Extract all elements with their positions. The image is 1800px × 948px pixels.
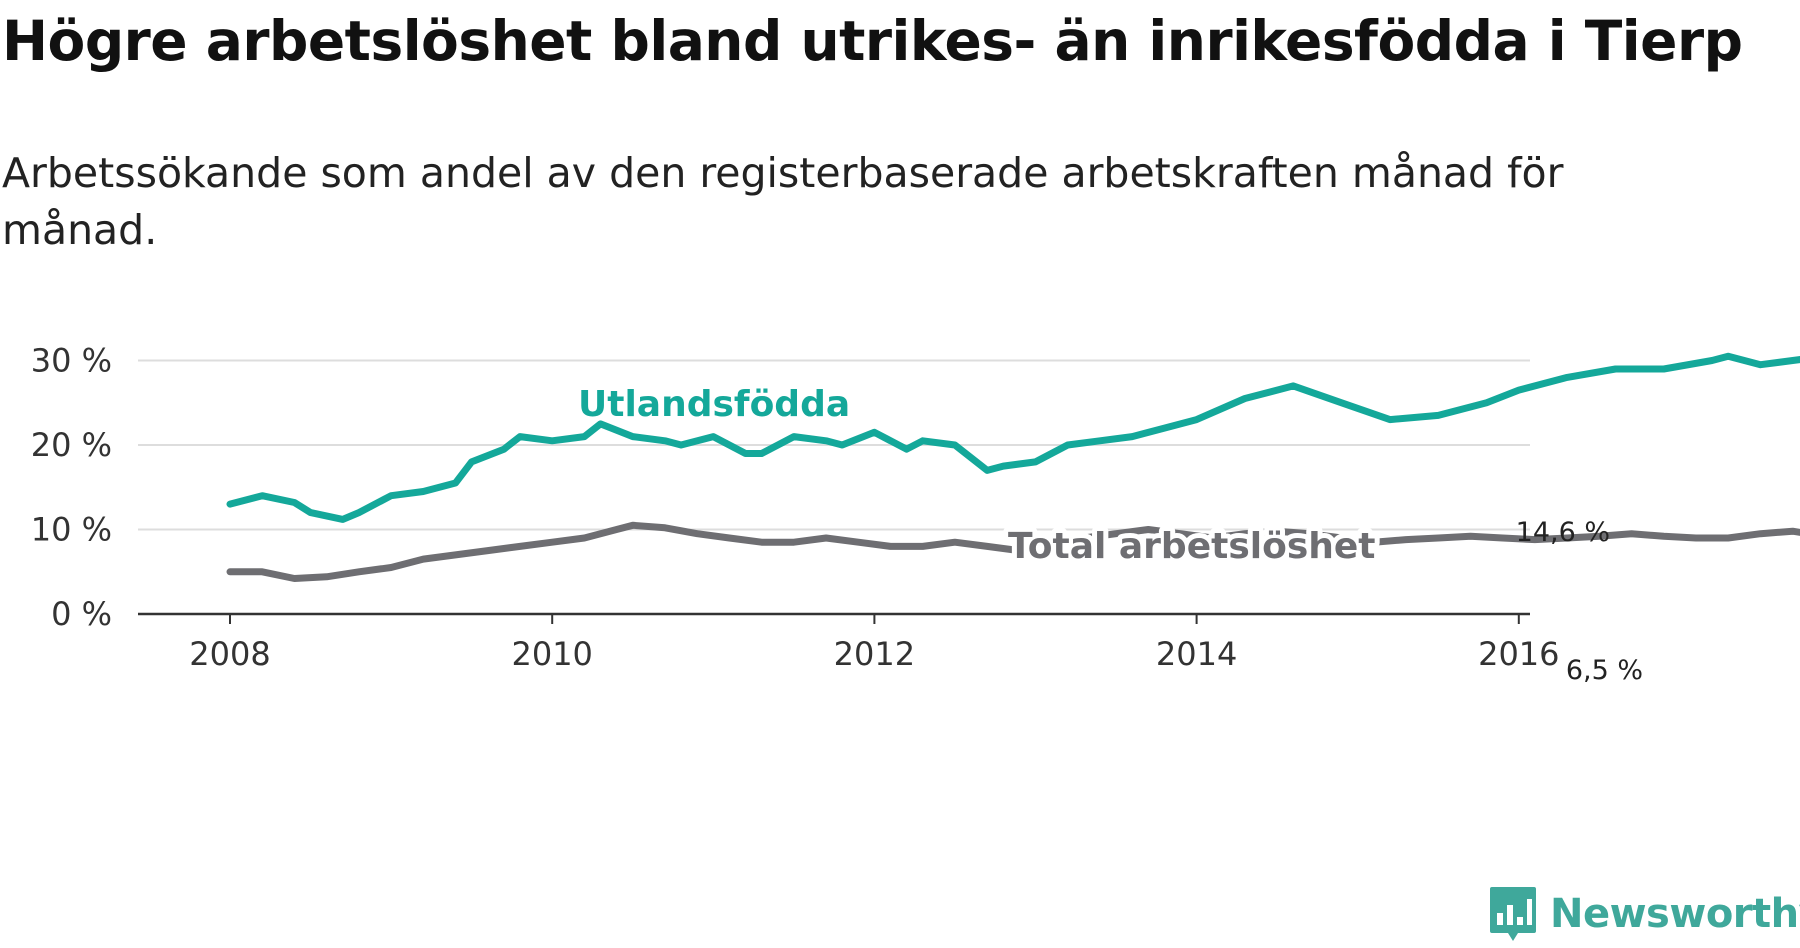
newsworthy-logo: Newsworthy — [1488, 885, 1800, 943]
series-lines — [226, 352, 1800, 582]
brand-name: Newsworthy — [1550, 891, 1800, 937]
chart-subtitle: Arbetssökande som andel av den registerb… — [2, 149, 1564, 254]
x-tick-label: 2008 — [189, 635, 270, 673]
y-tick-label: 30 % — [31, 342, 112, 380]
x-tick-label: 2012 — [834, 635, 915, 673]
series-line-total — [226, 521, 1800, 582]
series-end-value-label: 14,6 % — [1516, 517, 1610, 548]
series-end-value-label: 6,5 % — [1566, 655, 1643, 686]
y-tick-label: 10 % — [31, 511, 112, 549]
series-name-label: Total arbetslöshet — [1008, 526, 1376, 567]
y-tick-label: 20 % — [31, 426, 112, 464]
x-axis-ticks: 2008201020122014201620182020202220242026 — [189, 614, 1560, 673]
y-axis-ticks: 0 % 10 % 20 % 30 % — [31, 342, 112, 634]
y-tick-label: 0 % — [51, 595, 112, 633]
series-labels: Utlandsfödda 14,6 % Total arbetslöshet 6,5 … — [573, 379, 1643, 686]
series-name-label: Utlandsfödda — [578, 384, 850, 425]
x-tick-label: 2016 — [1478, 635, 1559, 673]
series-line-utlandsfodda — [226, 352, 1800, 523]
chart-title: Högre arbetslöshet bland utrikes- än inr… — [2, 9, 1743, 73]
x-tick-label: 2014 — [1156, 635, 1237, 673]
x-tick-label: 2010 — [511, 635, 592, 673]
newsworthy-logo-icon — [1490, 887, 1536, 941]
